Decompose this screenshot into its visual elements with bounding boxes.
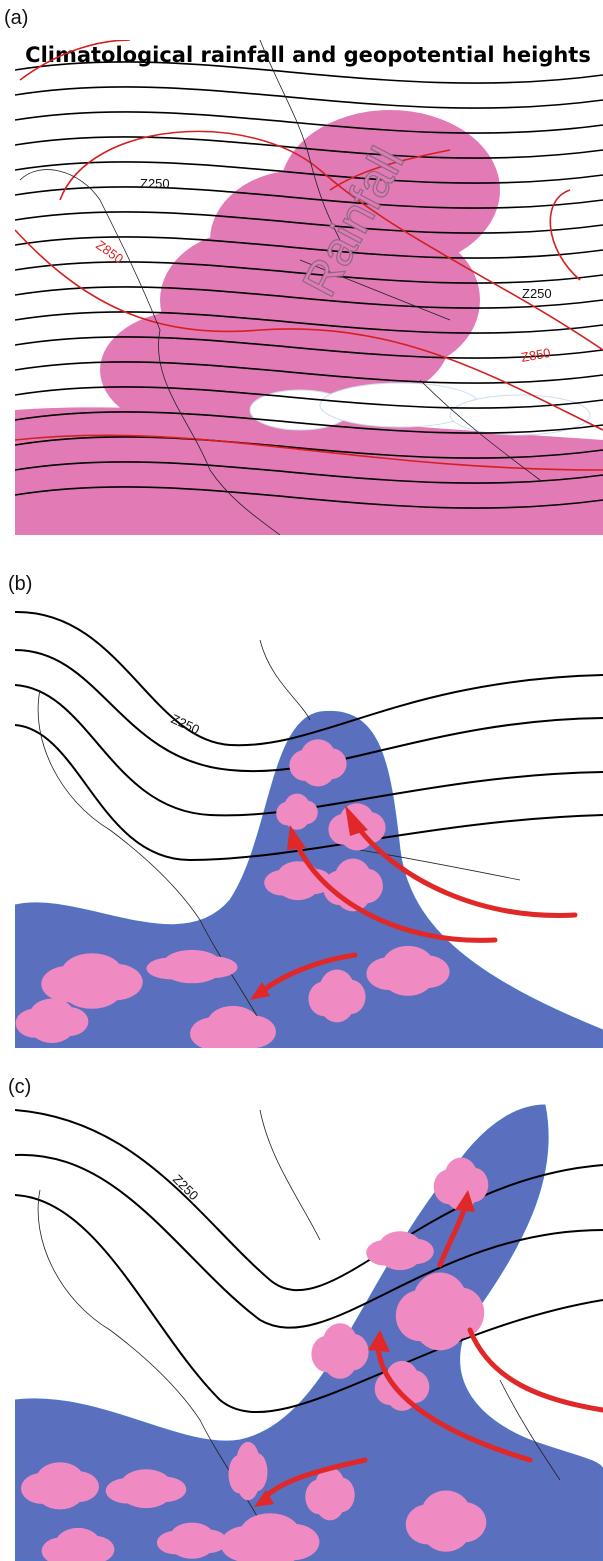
cloud-puff (413, 1292, 467, 1350)
contour-line (15, 112, 603, 133)
contour-label: Z250 (522, 286, 552, 301)
panel-label: (b) (8, 573, 32, 595)
panel-title: Climatological rainfall and geopotential… (25, 43, 591, 67)
cloud-puff (61, 967, 123, 1009)
cloud-puff (322, 1337, 357, 1379)
cloud-puff (36, 1474, 84, 1509)
panel-b-map: Z250 (15, 612, 603, 1056)
cloud-puff (30, 1010, 75, 1043)
cloud-puff (277, 871, 319, 900)
cloud-puff (315, 1481, 345, 1521)
cloud-puff (319, 983, 354, 1023)
cloud-puff (382, 958, 433, 995)
cloud-puff (236, 1457, 260, 1501)
cloud-puff (164, 958, 220, 983)
panel-c-map: Z250 (15, 1105, 603, 1561)
contour-label: Z250 (140, 176, 170, 191)
cloud-puff (300, 751, 335, 786)
contour-line (15, 87, 603, 108)
panel-a-map: Z250 Z850 Rainfall Z250 Z850 (15, 40, 603, 535)
cloud-puff (170, 1532, 213, 1559)
cloud-puff (121, 1479, 171, 1508)
cloud-puff (207, 1018, 260, 1055)
cloud-puff (421, 1506, 471, 1552)
contour-label: Z850 (520, 345, 552, 365)
contour-label: Z250 (169, 711, 202, 737)
panel-label: (c) (8, 1076, 31, 1098)
panel-label: (a) (4, 7, 28, 29)
cloud-puff (379, 1241, 421, 1270)
figure: (a) Climatological rainfall and geopoten… (0, 0, 603, 1561)
cloud-puff (284, 803, 310, 830)
